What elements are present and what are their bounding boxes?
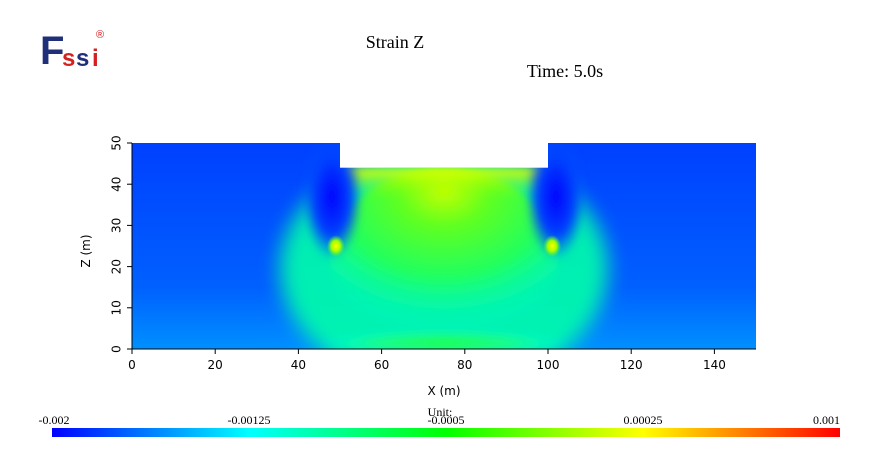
logo-letter-i: i	[92, 45, 99, 72]
logo-letter-s2: s	[76, 45, 89, 72]
colorbar-tick-label-0: -0.002	[39, 413, 70, 427]
page-title: Strain Z	[365, 32, 425, 52]
bottom-green-band	[320, 329, 568, 349]
green-zone	[330, 167, 558, 349]
strain-field-layers	[132, 143, 756, 349]
colorbar-tick-label-1: -0.00125	[228, 413, 271, 427]
x-tick-label-140: 140	[703, 358, 726, 372]
excavation-base-band	[340, 167, 548, 198]
x-tick-label-80: 80	[457, 358, 472, 372]
fssi-logo: F s s i ®	[40, 29, 104, 73]
colorbar-tick-label-4: 0.001	[813, 413, 840, 427]
y-tick-label-50: 50	[110, 135, 124, 150]
logo-registered-mark: ®	[96, 29, 104, 41]
y-axis-label: Z (m)	[79, 234, 93, 267]
x-tick-label-0: 0	[128, 358, 136, 372]
y-tick-label-40: 40	[110, 177, 124, 192]
x-tick-label-120: 120	[620, 358, 643, 372]
wall-tip-hotspot-0	[326, 235, 345, 258]
y-tick-label-20: 20	[110, 259, 124, 274]
y-tick-label-0: 0	[110, 345, 124, 353]
wall-tip-hotspot-1	[543, 235, 562, 258]
colorbar-tick-label-2: -0.0005	[428, 413, 465, 427]
x-tick-label-40: 40	[291, 358, 306, 372]
x-axis-label: X (m)	[427, 384, 460, 398]
colorbar: -0.002 -0.00125 -0.0005 0.00025 0.001	[39, 413, 840, 437]
y-tick-label-30: 30	[110, 218, 124, 233]
x-tick-label-20: 20	[208, 358, 223, 372]
colorbar-tick-label-3: 0.00025	[624, 413, 663, 427]
plot-axes: 0 20 40 60 80 100 120 140 0 10 20 30 40 50 X (m) Z (m)	[79, 135, 756, 398]
strain-field	[132, 143, 756, 349]
y-tick-label-10: 10	[110, 300, 124, 315]
time-label: Time: 5.0s	[526, 61, 604, 81]
logo-letter-f: F	[40, 29, 64, 73]
colorbar-unit-label: Unit:	[427, 405, 453, 419]
x-tick-label-100: 100	[537, 358, 560, 372]
logo-letter-s1: s	[62, 45, 75, 72]
x-tick-label-60: 60	[374, 358, 389, 372]
colorbar-bar	[52, 428, 840, 437]
